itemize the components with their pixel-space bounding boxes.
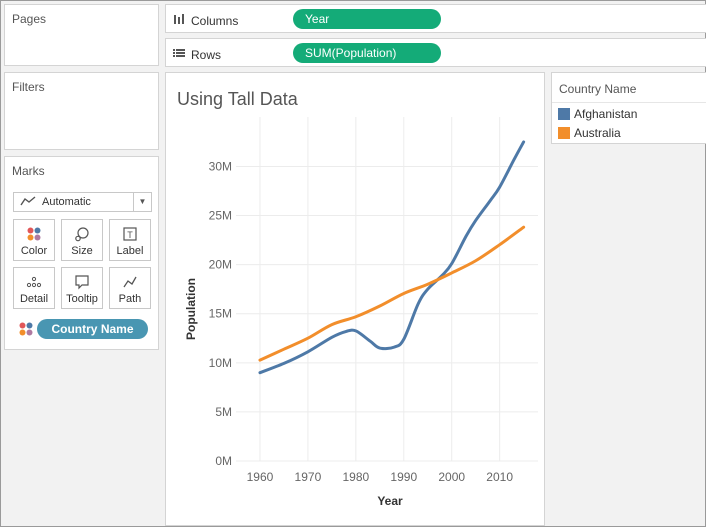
y-tick-label: 10M (209, 356, 232, 370)
x-tick-label: 1980 (342, 470, 369, 484)
rows-icon (173, 47, 185, 62)
legend-label: Afghanistan (574, 107, 638, 121)
series-line-afghanistan (258, 140, 526, 375)
color-field-icon (18, 321, 34, 342)
legend-label: Australia (574, 126, 621, 140)
columns-label: Columns (191, 14, 239, 28)
tooltip-icon (62, 274, 102, 290)
y-tick-label: 0M (215, 454, 232, 468)
pages-card: Pages (4, 4, 159, 66)
marks-card: Marks Automatic ▼ Color Size T Label Det… (4, 156, 159, 350)
marks-title: Marks (12, 164, 45, 178)
columns-icon (173, 13, 185, 28)
line-chart: 0M 5M 10M 15M 20M 25M 30M 1960 1970 1980 1990 2000 2… (184, 117, 538, 508)
color-icon (14, 226, 54, 242)
detail-label: Detail (19, 293, 49, 305)
mark-type-label: Automatic (42, 196, 91, 208)
y-tick-label: 30M (209, 159, 232, 173)
size-icon (62, 226, 102, 242)
path-button[interactable]: Path (109, 267, 151, 309)
rows-shelf[interactable]: Rows SUM(Population) (165, 38, 706, 67)
tooltip-label: Tooltip (66, 293, 98, 305)
x-tick-label: 2010 (486, 470, 513, 484)
path-label: Path (118, 293, 142, 305)
label-button[interactable]: T Label (109, 219, 151, 261)
color-label: Color (20, 245, 48, 257)
size-button[interactable]: Size (61, 219, 103, 261)
columns-shelf[interactable]: Columns Year (165, 4, 706, 33)
legend-swatch (558, 108, 570, 120)
x-tick-label: 2000 (438, 470, 465, 484)
label-icon: T (110, 226, 150, 242)
y-tick-label: 20M (209, 258, 232, 272)
legend-card: Country Name Afghanistan Australia (551, 72, 706, 144)
mark-type-dropdown[interactable]: Automatic ▼ (13, 192, 152, 212)
x-axis-title: Year (377, 494, 403, 508)
filters-title: Filters (12, 80, 45, 94)
sum-population-pill[interactable]: SUM(Population) (293, 43, 441, 63)
line-chart-icon (20, 195, 36, 210)
series-line-australia (258, 225, 526, 362)
path-icon (110, 274, 150, 290)
chevron-down-icon[interactable]: ▼ (133, 193, 151, 211)
country-name-pill[interactable]: Country Name (37, 319, 148, 339)
pages-title: Pages (12, 12, 47, 26)
y-axis-title: Population (184, 278, 198, 340)
y-tick-label: 15M (209, 307, 232, 321)
x-tick-label: 1970 (295, 470, 322, 484)
color-button[interactable]: Color (13, 219, 55, 261)
svg-text:T: T (127, 230, 133, 240)
x-tick-label: 1990 (390, 470, 417, 484)
tooltip-button[interactable]: Tooltip (61, 267, 103, 309)
size-label: Size (71, 245, 93, 257)
viz-sheet: Using Tall Data 0M 5M 10M 15M 20M 25M 30M 1960 1… (165, 72, 545, 526)
y-tick-label: 5M (215, 405, 232, 419)
y-tick-label: 25M (209, 209, 232, 223)
chart-title: Using Tall Data (177, 89, 298, 109)
legend-divider (552, 102, 706, 103)
detail-icon (14, 274, 54, 290)
filters-card[interactable]: Filters (4, 72, 159, 150)
label-label: Label (116, 245, 144, 257)
x-tick-label: 1960 (247, 470, 274, 484)
legend-swatch (558, 127, 570, 139)
rows-label: Rows (191, 48, 222, 62)
year-pill[interactable]: Year (293, 9, 441, 29)
detail-button[interactable]: Detail (13, 267, 55, 309)
legend-title: Country Name (559, 82, 637, 96)
